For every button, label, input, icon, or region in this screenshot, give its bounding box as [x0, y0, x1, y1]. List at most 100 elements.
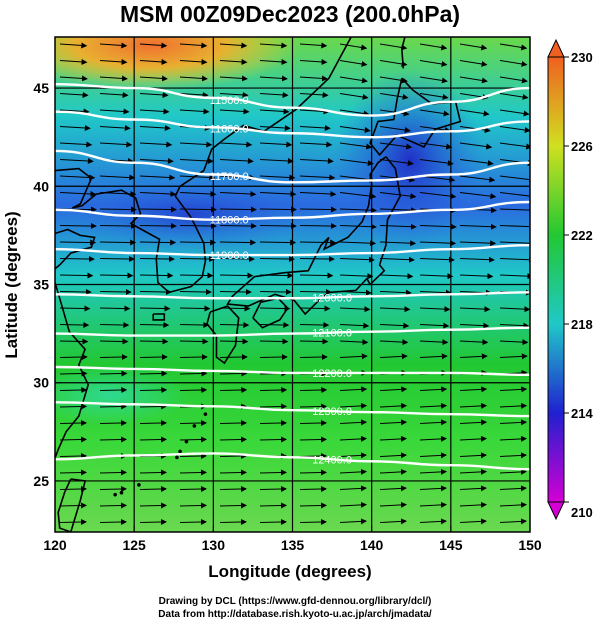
- wind-vector: [179, 108, 210, 115]
- wind-vector: [459, 192, 497, 200]
- wind-vector: [139, 125, 171, 131]
- wind-vector: [139, 158, 174, 165]
- wind-vector: [59, 436, 88, 443]
- wind-vector: [99, 108, 130, 115]
- wind-vector: [419, 93, 449, 100]
- wind-vector: [379, 93, 409, 100]
- wind-vector: [299, 321, 330, 328]
- wind-vector: [419, 501, 447, 508]
- wind-vector: [379, 386, 408, 393]
- wind-vector: [179, 256, 215, 263]
- wind-vector: [139, 502, 168, 509]
- wind-vector: [299, 354, 328, 361]
- wind-vector: [459, 175, 496, 183]
- y-axis-ticks: 25 30 35 40 45: [33, 80, 61, 489]
- wind-vector: [59, 42, 88, 49]
- coast-sakhalin: [400, 37, 406, 69]
- wind-vector: [59, 239, 97, 246]
- wind-vector: [419, 386, 448, 393]
- contour-label: 12200.0: [312, 368, 352, 380]
- wind-vector: [379, 322, 410, 329]
- colorbar-tick-label: 230: [571, 50, 593, 65]
- wind-vector: [299, 387, 328, 394]
- wind-vector: [59, 305, 91, 312]
- wind-vector: [459, 306, 491, 313]
- x-tick-label: 150: [518, 537, 542, 553]
- wind-vector: [259, 191, 297, 198]
- wind-vector: [459, 76, 488, 84]
- wind-vector: [59, 141, 93, 148]
- wind-vector: [219, 141, 253, 148]
- wind-vector: [379, 76, 408, 84]
- wind-vector: [459, 142, 493, 150]
- wind-vector: [99, 256, 135, 263]
- island: [175, 455, 179, 460]
- wind-vector: [259, 420, 288, 427]
- wind-vector: [339, 43, 368, 51]
- wind-vector: [139, 42, 168, 49]
- wind-vector: [219, 239, 257, 246]
- y-tick-label: 30: [33, 375, 49, 391]
- wind-vector: [179, 272, 214, 279]
- wind-vector: [99, 370, 128, 377]
- wind-vector: [299, 519, 327, 526]
- wind-vector: [139, 223, 177, 230]
- wind-vector: [459, 501, 487, 508]
- wind-vector: [179, 321, 210, 328]
- wind-vector: [139, 436, 168, 443]
- wind-vector: [179, 239, 217, 246]
- wind-vector: [179, 305, 211, 312]
- wind-vector: [339, 485, 367, 492]
- wind-vector: [179, 469, 208, 476]
- wind-vector: [379, 339, 409, 346]
- wind-vector: [379, 159, 414, 167]
- coast-honshu: [226, 156, 402, 316]
- y-tick-label: 25: [33, 473, 49, 489]
- wind-vector: [139, 486, 168, 493]
- wind-vector: [179, 91, 209, 98]
- wind-vector: [299, 338, 329, 345]
- wind-vector: [339, 518, 367, 525]
- wind-vector: [99, 387, 128, 394]
- cyan-patch: [55, 365, 190, 425]
- wind-vector: [99, 125, 131, 131]
- wind-vector: [59, 469, 88, 476]
- wind-vector: [419, 240, 457, 247]
- wind-vector: [179, 502, 208, 509]
- wind-vector: [339, 322, 370, 329]
- wind-vector: [259, 108, 290, 115]
- wind-vector: [59, 91, 89, 98]
- chart-title: MSM 00Z09Dec2023 (200.0hPa): [120, 1, 460, 27]
- wind-vector: [179, 387, 208, 394]
- contour-label: 11900.0: [210, 250, 249, 262]
- wind-vector: [179, 141, 213, 148]
- wind-vector: [139, 305, 171, 312]
- wind-vector: [259, 141, 293, 148]
- island: [184, 439, 189, 444]
- wind-vector: [99, 75, 128, 82]
- wind-vector: [259, 174, 296, 181]
- wind-vector: [379, 142, 413, 150]
- island: [203, 412, 208, 416]
- wind-vector: [139, 141, 173, 148]
- wind-vector: [139, 91, 169, 98]
- wind-vector: [299, 403, 328, 410]
- wind-vector: [59, 272, 94, 279]
- wind-vector: [259, 403, 288, 410]
- wind-vector: [299, 174, 336, 181]
- wind-vector: [499, 339, 529, 346]
- wind-vector: [59, 158, 94, 165]
- wind-vector: [499, 43, 528, 51]
- wind-vector: [339, 419, 368, 426]
- wind-vector: [299, 108, 330, 115]
- wind-vector: [99, 469, 128, 476]
- wind-vector: [299, 256, 335, 263]
- wind-vector: [419, 76, 448, 84]
- wind-vector: [459, 419, 488, 426]
- wind-vector: [499, 60, 528, 67]
- colorbar-body: [547, 56, 565, 503]
- contour-line: [55, 200, 530, 221]
- wind-vector: [419, 109, 450, 117]
- wind-vector: [219, 469, 248, 476]
- wind-vector: [299, 486, 328, 493]
